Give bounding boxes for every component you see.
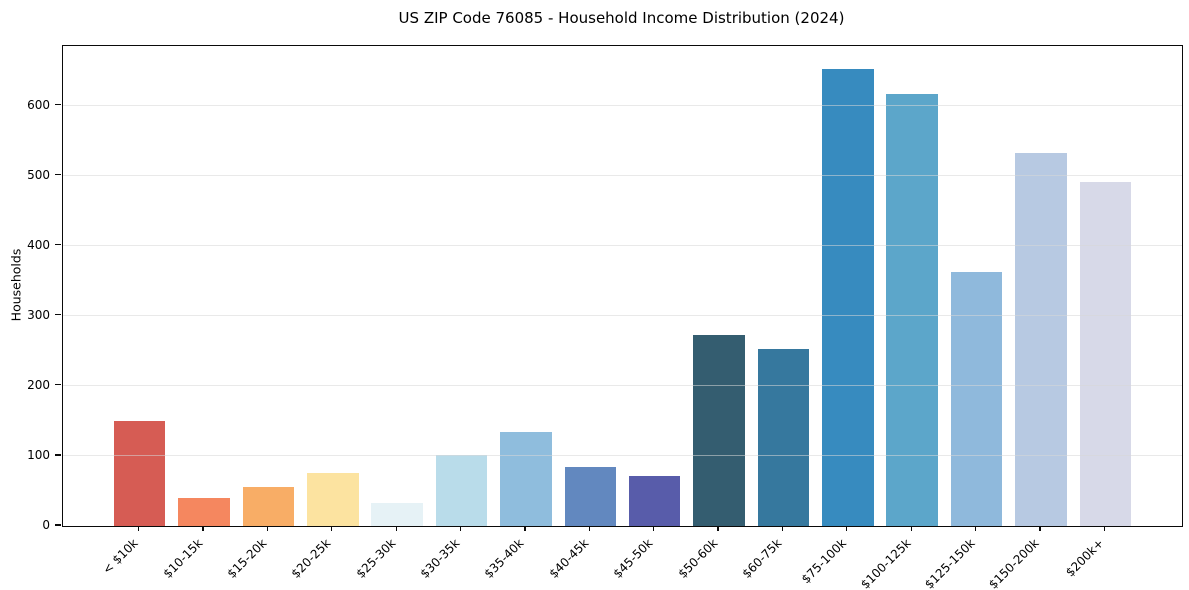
gridline — [63, 454, 1182, 456]
y-tick-label: 100 — [27, 447, 50, 462]
y-tick-mark — [55, 524, 61, 526]
x-tick-mark — [138, 526, 140, 531]
bar — [564, 467, 617, 526]
x-tick-label: $25-30k — [353, 536, 399, 581]
x-tick-mark — [266, 526, 268, 531]
bar — [113, 420, 166, 526]
x-tick-mark — [395, 526, 397, 531]
y-tick-mark — [55, 454, 61, 456]
y-tick-label: 400 — [27, 237, 50, 252]
bar — [1015, 153, 1067, 526]
bar — [757, 348, 810, 526]
y-tick-mark — [55, 384, 61, 386]
bar — [628, 476, 681, 526]
y-tick-mark — [55, 103, 61, 106]
x-tick-mark — [910, 526, 912, 531]
bar — [178, 497, 230, 526]
gridline — [63, 244, 1182, 246]
gridline — [63, 384, 1182, 386]
bar — [886, 93, 938, 526]
bar — [307, 473, 359, 526]
y-tick-mark — [55, 244, 61, 246]
plot-area — [62, 45, 1183, 527]
bar — [500, 432, 552, 526]
x-tick-label: $200k+ — [1062, 536, 1107, 580]
x-tick-mark — [588, 526, 590, 531]
y-tick-label: 0 — [42, 518, 50, 532]
x-tick-label: $75-100k — [798, 536, 849, 587]
x-tick-label: $20-25k — [288, 536, 334, 581]
gridline — [63, 314, 1182, 316]
x-tick-label: $30-35k — [417, 536, 463, 581]
y-tick-label: 300 — [27, 307, 50, 322]
bar — [822, 69, 874, 526]
x-tick-label: $100-125k — [857, 536, 914, 590]
y-tick-mark — [55, 314, 61, 316]
x-tick-mark — [975, 526, 977, 531]
x-tick-mark — [1103, 526, 1105, 531]
x-tick-label: < $10k — [99, 536, 141, 577]
x-tick-mark — [781, 526, 784, 531]
gridline — [63, 104, 1182, 106]
bar — [242, 487, 295, 526]
x-tick-mark — [717, 526, 719, 531]
y-tick-mark — [55, 174, 61, 176]
x-tick-mark — [846, 526, 848, 531]
x-tick-mark — [331, 526, 333, 531]
x-tick-mark — [653, 526, 655, 531]
y-tick-label: 500 — [27, 167, 50, 182]
x-tick-mark — [459, 526, 462, 531]
x-tick-label: $125-150k — [921, 536, 978, 590]
gridline — [63, 174, 1182, 176]
x-tick-label: $40-45k — [546, 536, 592, 581]
bar — [1079, 181, 1132, 526]
y-tick-label: 600 — [27, 97, 50, 112]
y-tick-label: 200 — [27, 377, 50, 392]
chart-title: US ZIP Code 76085 - Household Income Dis… — [398, 9, 845, 27]
x-tick-label: $60-75k — [739, 536, 785, 581]
x-tick-label: $35-40k — [481, 536, 527, 581]
x-tick-label: $10-15k — [160, 536, 205, 581]
x-tick-label: $50-60k — [675, 536, 720, 581]
bar — [371, 502, 423, 526]
x-tick-mark — [1039, 526, 1041, 531]
bar — [435, 455, 488, 526]
x-tick-mark — [524, 526, 526, 531]
bar — [693, 334, 745, 526]
x-tick-label: $15-20k — [224, 536, 270, 581]
bar — [950, 271, 1003, 526]
x-tick-label: $45-50k — [610, 536, 656, 581]
x-tick-label: $150-200k — [986, 536, 1042, 590]
x-tick-mark — [202, 526, 204, 531]
